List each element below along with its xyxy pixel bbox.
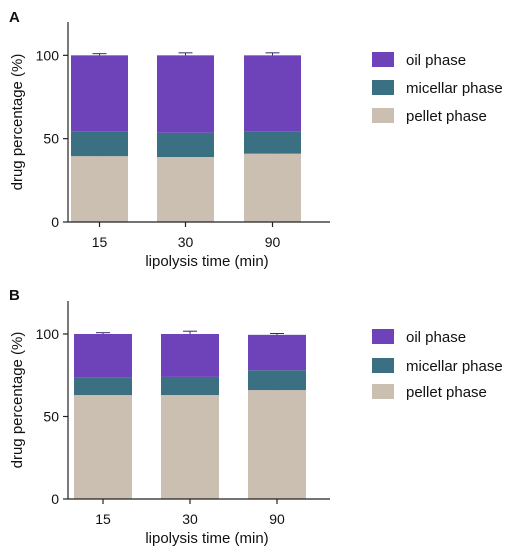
y-axis-label: drug percentage (%): [9, 54, 26, 191]
y-tick-label: 0: [51, 491, 59, 507]
bar-pellet-phase-90: [248, 390, 306, 499]
y-tick-label: 0: [51, 214, 59, 230]
x-axis-label: lipolysis time (min): [145, 253, 268, 270]
x-tick-label: 90: [265, 234, 281, 250]
legend-swatch-pellet-phase: [372, 384, 394, 399]
bar-pellet-phase-30: [157, 157, 214, 222]
panel-label: A: [9, 9, 20, 26]
y-axis-label: drug percentage (%): [9, 332, 26, 469]
x-tick-label: 15: [92, 234, 108, 250]
x-tick-label: 15: [95, 511, 111, 527]
bar-oil-phase-15: [71, 55, 128, 132]
legend-label-oil-phase: oil phase: [406, 52, 466, 69]
bar-pellet-phase-15: [71, 156, 128, 222]
legend-label-pellet-phase: pellet phase: [406, 108, 487, 125]
bar-micellar-phase-15: [74, 377, 132, 396]
y-tick-label: 50: [43, 131, 59, 147]
legend-swatch-micellar-phase: [372, 358, 394, 373]
y-tick-label: 50: [43, 409, 59, 425]
bar-pellet-phase-30: [161, 395, 219, 499]
bar-micellar-phase-90: [248, 370, 306, 391]
legend-label-pellet-phase: pellet phase: [406, 384, 487, 401]
bar-micellar-phase-15: [71, 131, 128, 157]
x-axis-label: lipolysis time (min): [145, 530, 268, 547]
x-tick-label: 30: [182, 511, 198, 527]
legend-swatch-pellet-phase: [372, 108, 394, 123]
bar-pellet-phase-15: [74, 395, 132, 499]
y-tick-label: 100: [36, 326, 60, 342]
legend: oil phase micellar phase pellet phase: [372, 329, 503, 401]
y-tick-label: 100: [36, 47, 60, 63]
bar-oil-phase-90: [248, 334, 306, 371]
bar-oil-phase-15: [74, 334, 132, 378]
bar-micellar-phase-30: [161, 376, 219, 396]
bar-oil-phase-30: [161, 334, 219, 377]
legend-label-oil-phase: oil phase: [406, 329, 466, 346]
bar-oil-phase-90: [244, 55, 301, 132]
legend-swatch-oil-phase: [372, 329, 394, 344]
legend-swatch-micellar-phase: [372, 80, 394, 95]
x-tick-label: 30: [178, 234, 194, 250]
bar-oil-phase-30: [157, 55, 214, 133]
panel-label: B: [9, 287, 20, 304]
chart-panel-a: A 0 50 100 15 30 90 lipolysis time (min) drug pe…: [9, 9, 503, 270]
bar-micellar-phase-30: [157, 132, 214, 157]
bar-micellar-phase-90: [244, 131, 301, 154]
legend: oil phase micellar phase pellet phase: [372, 52, 503, 125]
x-tick-label: 90: [269, 511, 285, 527]
legend-label-micellar-phase: micellar phase: [406, 80, 503, 97]
legend-label-micellar-phase: micellar phase: [406, 358, 503, 375]
legend-swatch-oil-phase: [372, 52, 394, 67]
bar-pellet-phase-90: [244, 153, 301, 222]
